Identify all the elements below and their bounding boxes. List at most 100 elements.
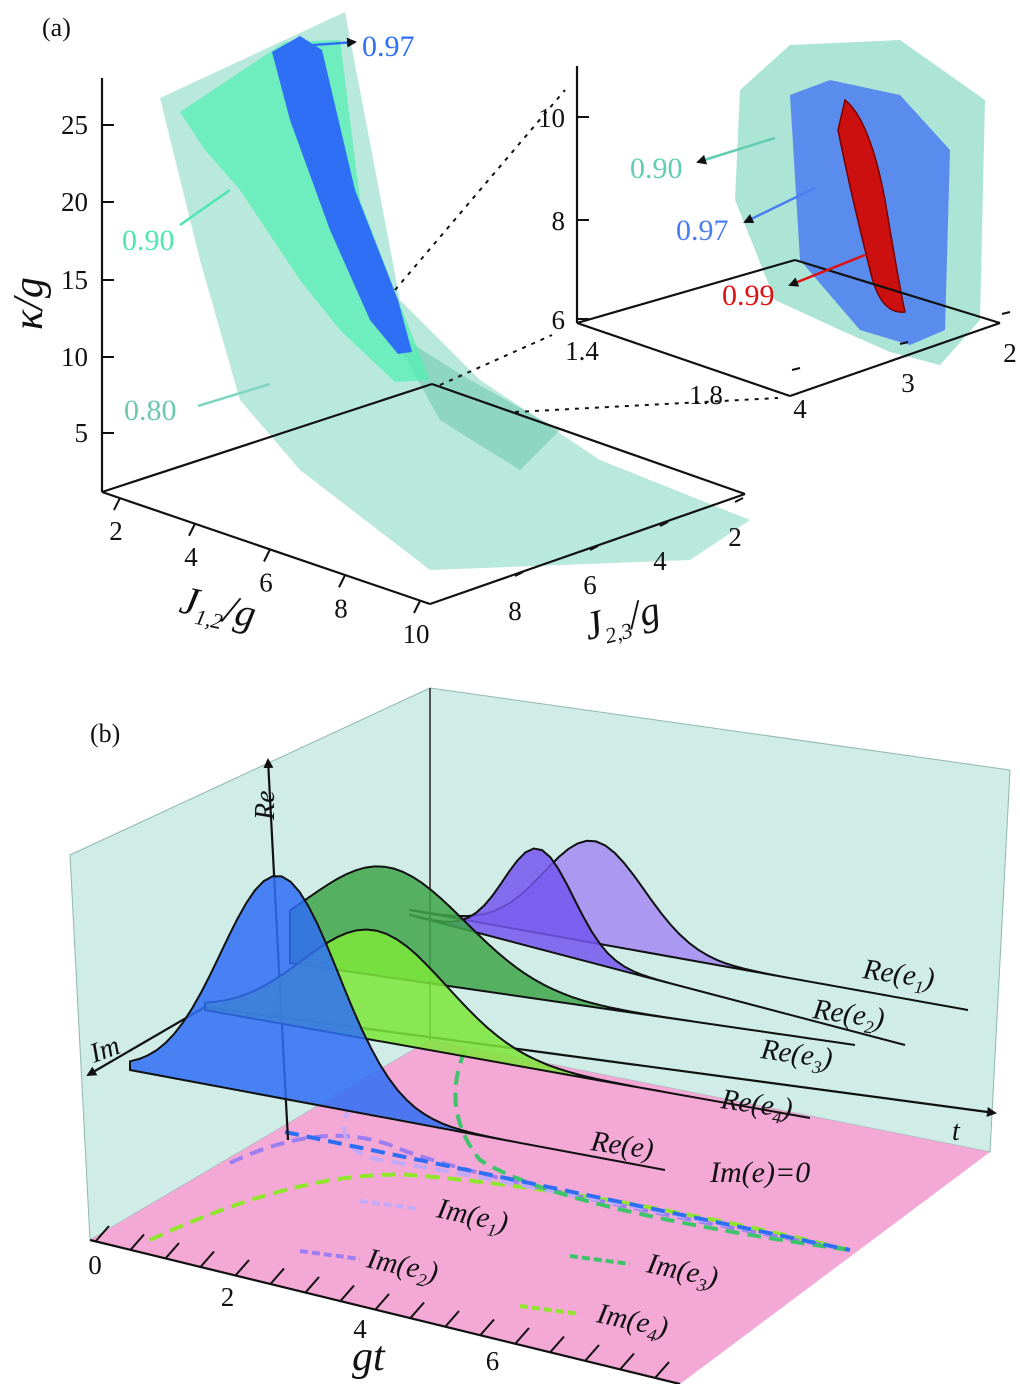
axes-a (100, 78, 746, 606)
x-tick-mark (338, 574, 346, 588)
gt-tick-mark (584, 1344, 600, 1362)
z-tick-label: 15 (61, 265, 88, 295)
inset-x-axis (576, 321, 791, 398)
inset-x-ticks: 1.4 1.8 (565, 336, 723, 410)
series-ree (129, 875, 666, 1171)
gt-tick-label: 0 (88, 1250, 102, 1280)
back-edge-line-2 (431, 382, 746, 496)
im-e2-curve (229, 1133, 851, 1252)
x-tick-label: 6 (259, 568, 273, 598)
callout-0-97-label: 0.97 (362, 30, 415, 63)
callout-0-97-arrow (299, 37, 357, 48)
gt-tick-mark (164, 1242, 180, 1260)
gt-tick-mark (94, 1225, 110, 1243)
gt-axis-line (89, 1238, 681, 1384)
inset-y-tick-label: 3 (901, 368, 915, 398)
x-tick-mark (188, 523, 196, 537)
series-ree2 (409, 847, 906, 1046)
y-tick-mark (589, 545, 599, 551)
inset-z-tick-label: 8 (552, 206, 566, 236)
inset-back-edge (576, 258, 796, 325)
gt-tick-mark (479, 1318, 495, 1337)
x-tick-label: 2 (109, 516, 123, 546)
isosurface-0-97 (272, 36, 412, 354)
x-tick-label: 8 (334, 593, 348, 623)
x-tick-label: 4 (184, 542, 198, 572)
z-tick-label: 10 (61, 342, 88, 372)
y-axis-line (429, 492, 746, 606)
panel-a-label: (a) (42, 13, 71, 42)
inset-y-axis (789, 321, 1001, 398)
y-tick-label: 2 (728, 522, 742, 552)
y-tick-mark (659, 521, 669, 527)
re-curves (129, 839, 969, 1171)
inset-callout-0-97-label: 0.97 (676, 214, 729, 247)
gt-tick-label: 4 (353, 1314, 367, 1344)
inset: 10 8 6 1.4 1.8 2 3 4 0.90 0.97 0.99 (538, 40, 1017, 424)
floor (90, 1040, 990, 1384)
im-e-zero-line (284, 1130, 851, 1252)
im-e-zero-label: Im(e)=0 (709, 1156, 810, 1189)
gt-tick-mark (374, 1293, 390, 1311)
gt-tick-mark (339, 1284, 355, 1303)
inset-axes (575, 66, 1001, 398)
gt-ticks: 0 2 4 6 8 (88, 1225, 670, 1384)
re-axis-label: Re (250, 790, 281, 821)
im-legend-line (569, 1254, 631, 1266)
inset-callout-0-90-label: 0.90 (630, 152, 683, 185)
y-tick-label: 8 (508, 596, 522, 626)
inset-isosurface-0-99 (837, 98, 906, 313)
gt-axis-label: gt (352, 1334, 386, 1380)
gt-tick-label: 6 (486, 1346, 500, 1376)
callout-0-90-arrow (179, 188, 231, 227)
zoom-line-bottom (514, 397, 779, 413)
gt-tick-mark (234, 1259, 250, 1277)
t-axis-label: t (952, 1116, 961, 1147)
y-ticks: 2 4 6 8 (508, 497, 744, 626)
gt-tick-mark (409, 1301, 425, 1320)
y-tick-label: 4 (653, 546, 667, 576)
inset-y-ticks: 2 3 4 (791, 311, 1017, 424)
callout-0-80-label: 0.80 (124, 394, 177, 427)
gt-tick-mark (514, 1327, 530, 1345)
gt-tick-mark (129, 1233, 145, 1252)
z-tick-label: 20 (61, 187, 88, 217)
x-ticks: 2 4 6 8 10 (109, 497, 430, 649)
gt-tick-mark (199, 1250, 215, 1269)
x-axis-label: J1,2/g (175, 577, 260, 641)
gt-tick-mark (654, 1361, 670, 1379)
zoom-line-top (394, 89, 566, 291)
z-ticks: 25 20 15 10 5 (61, 110, 114, 448)
back-edge-line (101, 382, 433, 494)
inset-y-tick-mark (791, 367, 801, 371)
im-legend-line (299, 1249, 361, 1261)
x-tick-mark (263, 549, 271, 562)
series-label: Re(e4) (717, 1083, 794, 1129)
zoom-line-mid (439, 334, 553, 386)
inset-y-tick-mark (899, 341, 909, 345)
gt-tick-mark (269, 1267, 285, 1286)
gt-tick-mark (619, 1352, 635, 1371)
inset-y-tick-mark (1001, 311, 1011, 315)
inset-z-ticks: 10 8 6 (538, 103, 589, 335)
im-legend-line (359, 1199, 421, 1211)
y-tick-label: 6 (583, 570, 597, 600)
x-axis-line (101, 490, 431, 606)
z-tick-label: 25 (61, 110, 88, 140)
inset-callout-0-97-arrow (743, 186, 816, 224)
z-axis-label: κ/g (6, 277, 52, 330)
gt-tick-mark (304, 1276, 320, 1294)
callout-0-80-arrow (197, 382, 271, 408)
x-tick-mark (113, 497, 121, 511)
inset-x-tick-label: 1.8 (689, 380, 723, 410)
gt-tick-mark (549, 1335, 565, 1354)
z-tick-label: 5 (75, 418, 89, 448)
im-e3-curve (453, 1049, 851, 1252)
panel-b-label: (b) (90, 719, 120, 748)
inset-callout-0-99-label: 0.99 (722, 279, 775, 312)
inset-x-tick-label: 1.4 (565, 336, 599, 366)
inset-y-tick-label: 4 (793, 394, 807, 424)
im-legend-line (519, 1304, 581, 1316)
